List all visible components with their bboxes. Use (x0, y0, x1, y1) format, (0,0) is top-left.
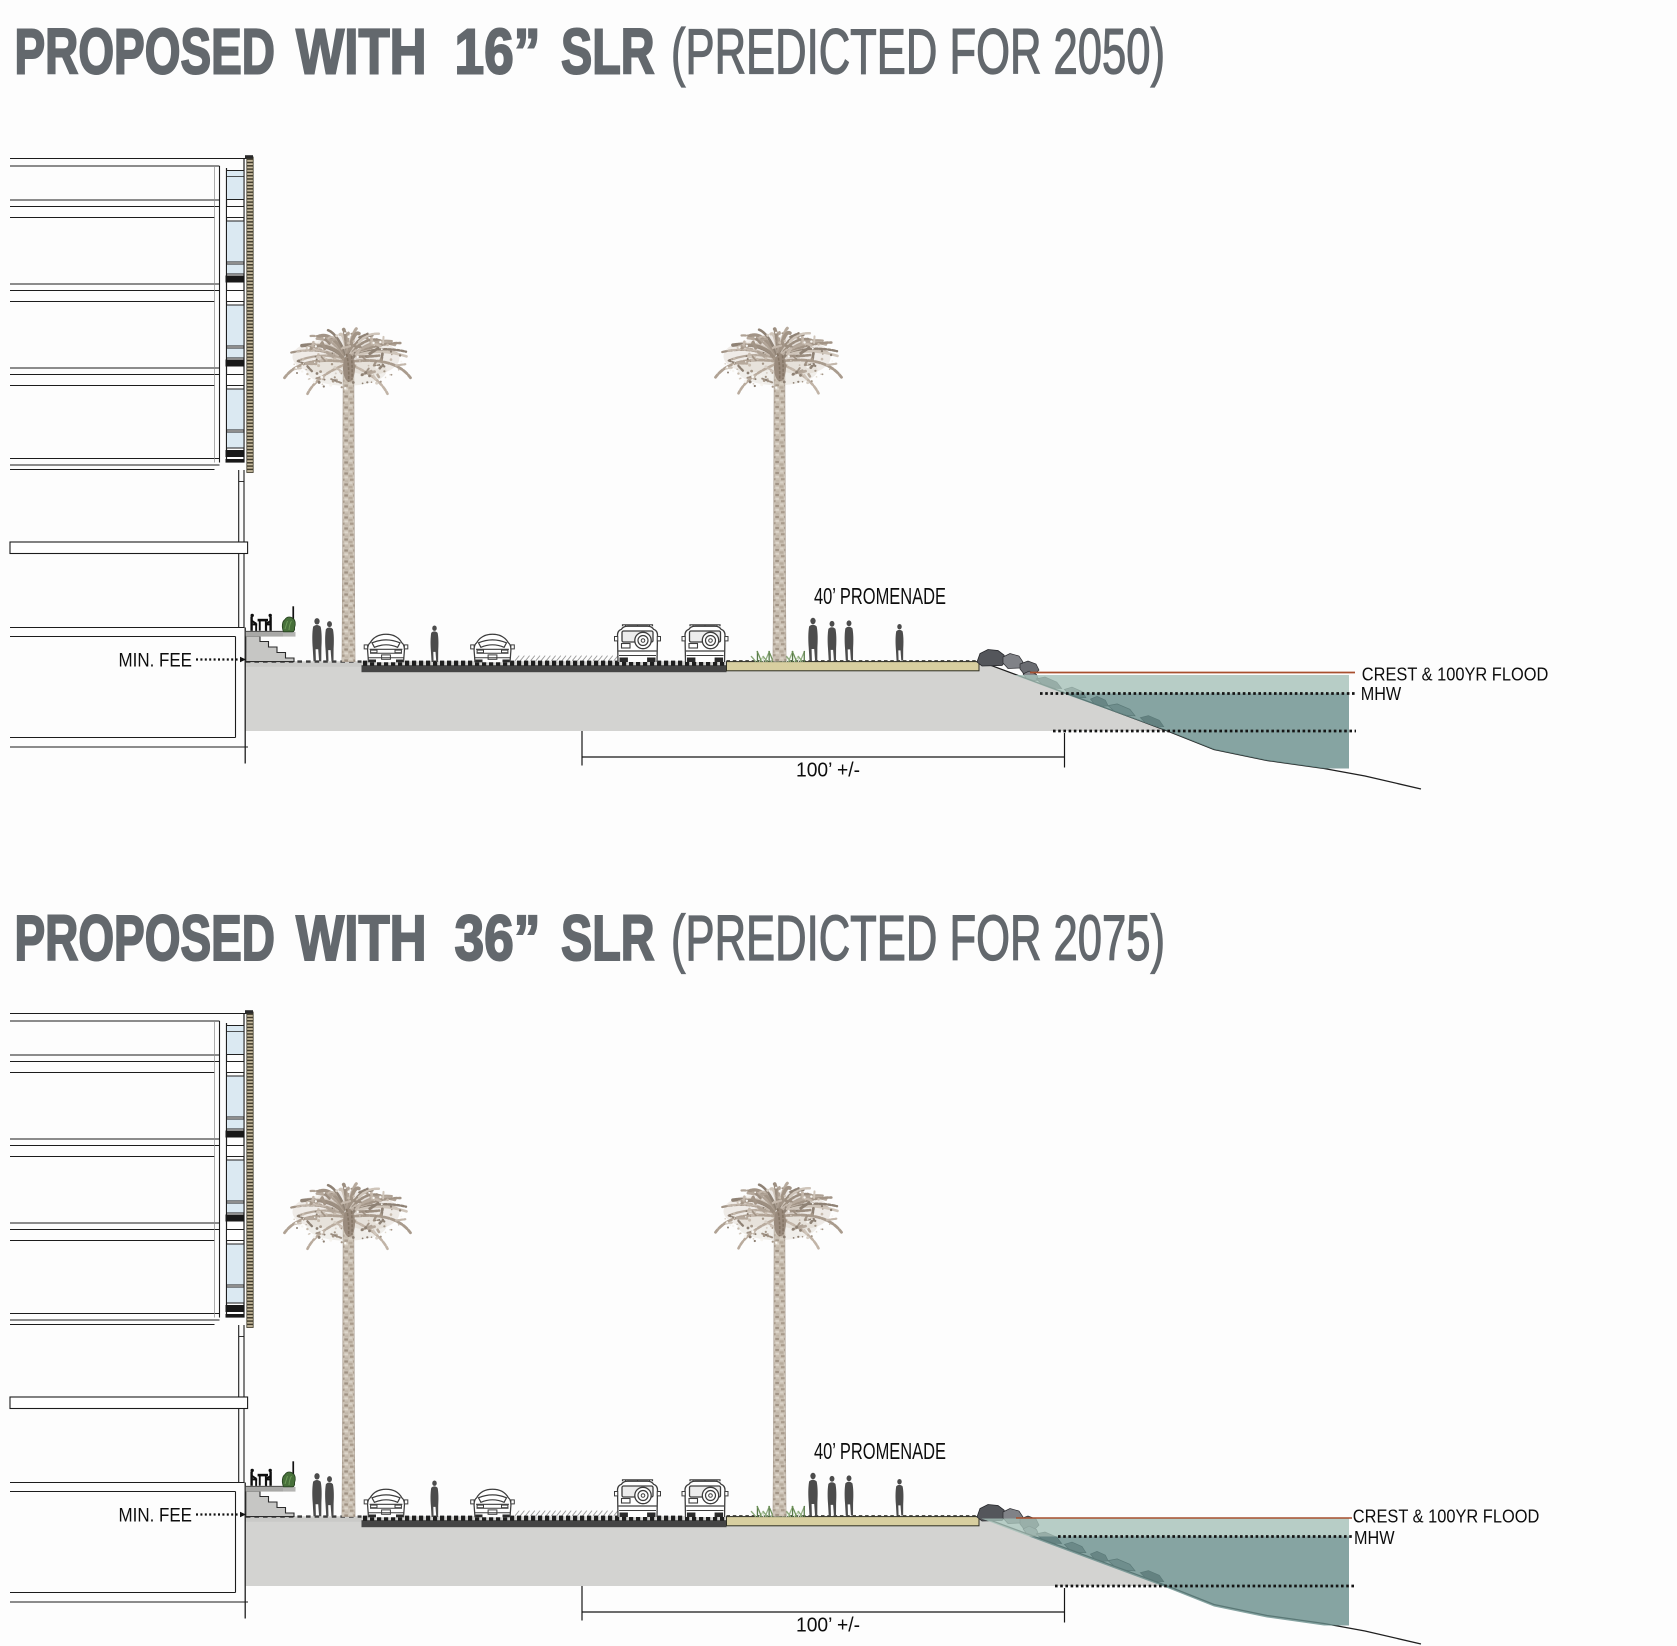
svg-text:PROPOSED: PROPOSED (15, 16, 275, 87)
svg-text:MHW: MHW (1354, 1527, 1395, 1548)
svg-text:16”: 16” (455, 17, 541, 88)
svg-text:SLR: SLR (561, 902, 655, 974)
svg-text:(PREDICTED FOR 2075): (PREDICTED FOR 2075) (671, 902, 1165, 974)
svg-text:(PREDICTED FOR 2050): (PREDICTED FOR 2050) (671, 15, 1165, 87)
svg-text:WITH: WITH (296, 17, 427, 88)
svg-text:CREST & 100YR FLOOD: CREST & 100YR FLOOD (1353, 1506, 1540, 1527)
svg-text:MHW: MHW (1361, 683, 1402, 704)
svg-text:WITH: WITH (296, 904, 427, 975)
svg-text:36”: 36” (455, 903, 541, 974)
svg-text:CREST & 100YR FLOOD: CREST & 100YR FLOOD (1362, 664, 1549, 685)
svg-text:SLR: SLR (561, 15, 655, 87)
svg-text:PROPOSED: PROPOSED (15, 903, 275, 974)
